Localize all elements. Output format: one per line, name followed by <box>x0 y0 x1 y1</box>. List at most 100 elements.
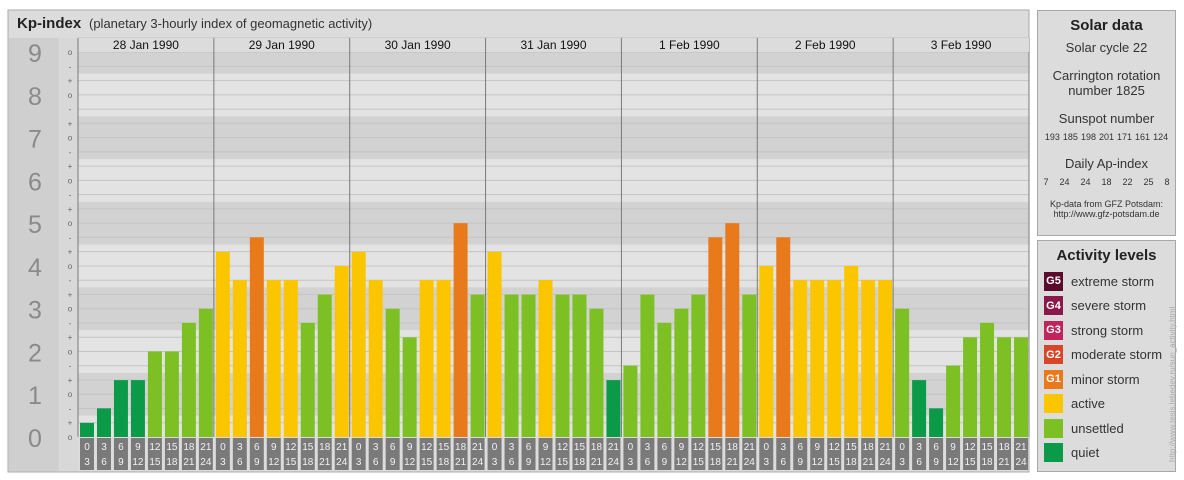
interval-end-label: 6 <box>645 457 651 468</box>
sunspot-value: 185 <box>1062 132 1078 142</box>
interval-cell <box>691 438 706 470</box>
source-link[interactable]: http://www.gfz-potsdam.de <box>1053 209 1160 219</box>
interval-start-label: 18 <box>727 442 739 453</box>
interval-cell <box>504 438 519 470</box>
day-label: 28 Jan 1990 <box>113 38 179 52</box>
kp-bar <box>878 280 893 437</box>
y-minor-label: - <box>69 233 72 242</box>
legend-item: G3 strong storm <box>1044 318 1175 343</box>
interval-start-label: 18 <box>455 442 467 453</box>
interval-end-label: 21 <box>591 457 603 468</box>
carrington-line1: Carrington rotation <box>1052 68 1161 83</box>
interval-cell <box>589 438 604 470</box>
y-minor-label: o <box>68 433 73 442</box>
interval-start-label: 21 <box>472 442 484 453</box>
ap-value: 22 <box>1122 177 1133 187</box>
legend-label: severe storm <box>1071 298 1147 314</box>
interval-end-label: 24 <box>608 457 620 468</box>
legend-item: quiet <box>1044 441 1175 466</box>
interval-start-label: 3 <box>237 442 243 453</box>
interval-end-label: 12 <box>676 457 688 468</box>
interval-end-label: 9 <box>526 457 532 468</box>
interval-cell <box>555 438 570 470</box>
interval-end-label: 6 <box>509 457 515 468</box>
interval-end-label: 9 <box>390 457 396 468</box>
kp-bar <box>861 280 876 437</box>
interval-end-label: 6 <box>916 457 922 468</box>
interval-start-label: 0 <box>492 442 498 453</box>
interval-end-label: 24 <box>1015 457 1027 468</box>
interval-start-label: 3 <box>780 442 786 453</box>
kp-bar <box>283 280 298 437</box>
interval-end-label: 3 <box>763 457 769 468</box>
kp-bar <box>487 251 502 437</box>
interval-end-label: 3 <box>628 457 634 468</box>
interval-start-label: 18 <box>319 442 331 453</box>
interval-cell <box>1014 438 1028 470</box>
kp-bar <box>266 280 281 437</box>
interval-end-label: 21 <box>998 457 1010 468</box>
interval-end-label: 15 <box>285 457 297 468</box>
interval-end-label: 24 <box>880 457 892 468</box>
interval-start-label: 9 <box>271 442 277 453</box>
kp-bar <box>351 251 366 437</box>
legend-swatch: G5 <box>1044 271 1063 291</box>
interval-end-label: 3 <box>899 457 905 468</box>
y-tick-label: 3 <box>28 297 42 325</box>
interval-cell <box>980 438 995 470</box>
interval-start-label: 3 <box>509 442 515 453</box>
y-minor-label: - <box>69 319 72 328</box>
kp-bar <box>997 337 1012 437</box>
interval-start-label: 21 <box>1015 442 1027 453</box>
interval-cell <box>215 438 230 470</box>
kp-bar <box>657 322 672 437</box>
interval-start-label: 3 <box>645 442 651 453</box>
y-tick-label: 1 <box>28 382 42 410</box>
interval-start-label: 18 <box>863 442 875 453</box>
interval-cell <box>844 438 859 470</box>
kp-bar <box>555 294 570 437</box>
interval-start-label: 0 <box>763 442 769 453</box>
interval-start-label: 6 <box>118 442 124 453</box>
interval-start-label: 12 <box>693 442 705 453</box>
y-tick-label: 7 <box>28 126 42 154</box>
interval-end-label: 21 <box>183 457 195 468</box>
interval-start-label: 9 <box>679 442 685 453</box>
y-minor-label: o <box>68 390 73 399</box>
day-label: 31 Jan 1990 <box>520 38 586 52</box>
interval-start-label: 0 <box>220 442 226 453</box>
interval-cell <box>538 438 553 470</box>
legend-label: extreme storm <box>1071 273 1155 289</box>
kp-bar <box>538 280 553 437</box>
interval-cell <box>96 438 111 470</box>
day-label: 30 Jan 1990 <box>385 38 451 52</box>
interval-start-label: 18 <box>591 442 603 453</box>
y-minor-label: + <box>68 333 73 342</box>
y-minor-label: - <box>69 105 72 114</box>
y-minor-label: + <box>68 77 73 86</box>
sunspot-value: 193 <box>1044 132 1060 142</box>
kp-bar <box>572 294 587 437</box>
interval-cell <box>623 438 638 470</box>
interval-cell <box>300 438 315 470</box>
interval-start-label: 21 <box>200 442 212 453</box>
interval-end-label: 12 <box>404 457 416 468</box>
y-minor-label: o <box>68 262 73 271</box>
y-minor-label: - <box>69 191 72 200</box>
y-minor-label: o <box>68 305 73 314</box>
kp-bar <box>368 280 383 437</box>
kp-bar <box>198 308 213 437</box>
interval-start-label: 15 <box>710 442 722 453</box>
legend-item: G5 extreme storm <box>1044 269 1175 294</box>
interval-end-label: 3 <box>356 457 362 468</box>
kp-bar <box>249 237 264 437</box>
y-minor-label: o <box>68 48 73 57</box>
legend-item: unsettled <box>1044 416 1175 441</box>
interval-end-label: 21 <box>727 457 739 468</box>
interval-end-label: 12 <box>812 457 824 468</box>
kp-bar <box>725 223 740 437</box>
watermark: http://www.tesis.lebedev.ru/sun_activity… <box>1168 306 1177 462</box>
legend-item: G1 minor storm <box>1044 367 1175 392</box>
interval-start-label: 6 <box>254 442 260 453</box>
y-minor-label: o <box>68 347 73 356</box>
